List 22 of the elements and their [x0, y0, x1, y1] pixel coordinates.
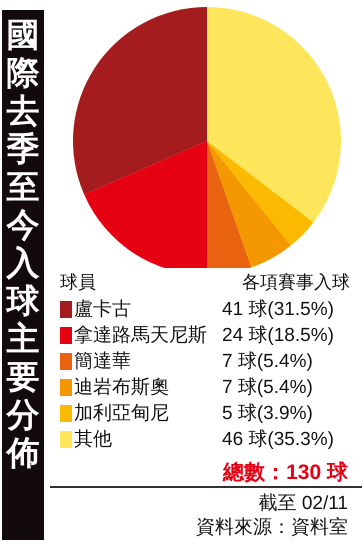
legend-label: 拿達路馬天尼斯 — [74, 324, 207, 348]
text: 截至 02/11 — [258, 492, 348, 516]
pie-slice — [207, 141, 314, 246]
legend-label: 簡達華 — [74, 350, 131, 374]
pie-slice — [207, 7, 341, 222]
data-label: 5 球(3.9%) — [222, 402, 314, 426]
data-label: 46 球(35.3%) — [222, 428, 335, 452]
pie-slice — [73, 7, 207, 195]
legend-label: 盧卡古 — [74, 298, 131, 322]
legend-title: 球員 — [60, 271, 96, 294]
data-label: 41 球(31.5%) — [222, 298, 335, 322]
chart-title: 國際去季至今入球主要分佈 — [6, 16, 40, 471]
text: 總數：130 球 — [223, 460, 348, 486]
legend-label: 其他 — [74, 428, 112, 452]
text: 各項賽事入球 — [242, 271, 350, 294]
data-label: 7 球(5.4%) — [222, 350, 314, 374]
pie-slice — [207, 141, 291, 268]
data-label: 7 球(5.4%) — [222, 376, 314, 400]
legend-label: 迪岩布斯奧 — [74, 376, 169, 400]
data-label: 24 球(18.5%) — [222, 324, 335, 348]
legend-label: 加利亞甸尼 — [74, 402, 169, 426]
source-note: 資料來源：資料室 — [196, 516, 348, 540]
